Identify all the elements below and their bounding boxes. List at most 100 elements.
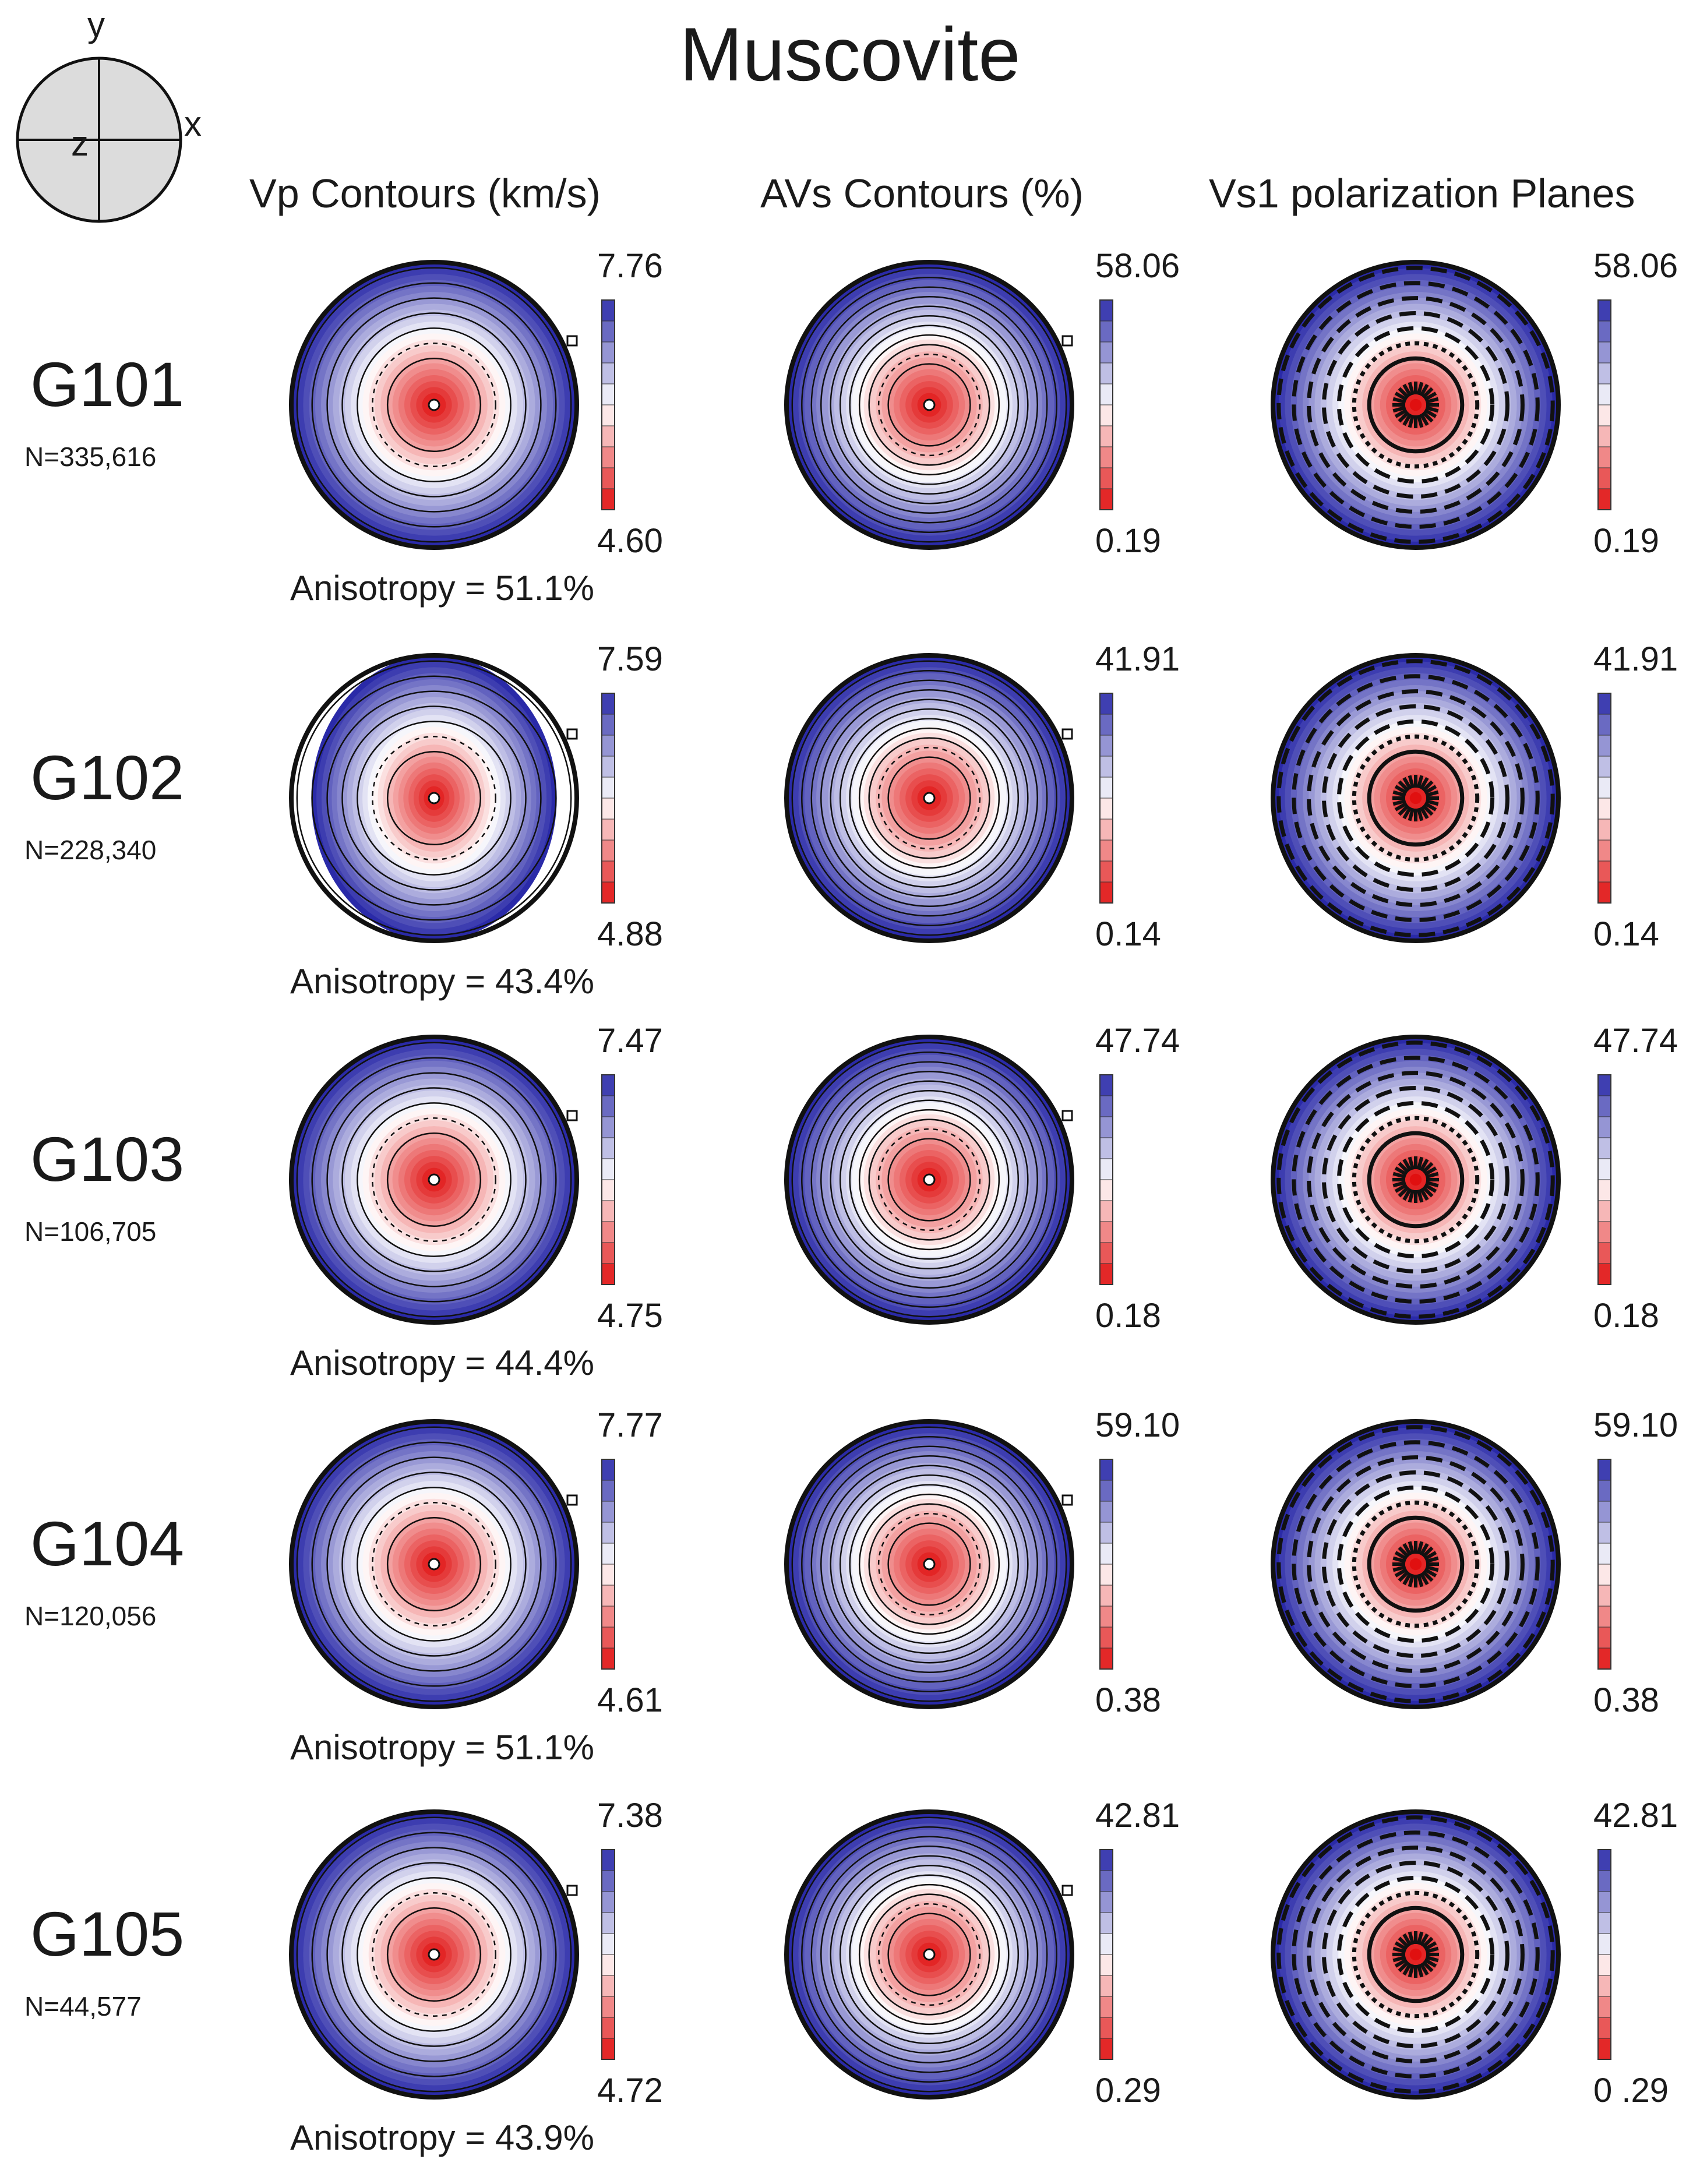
contour-line bbox=[830, 305, 1029, 504]
polarization-tick bbox=[1425, 799, 1439, 806]
vs1-scale-min: 0.38 bbox=[1593, 1681, 1659, 1719]
sample-grain-count: N=228,340 bbox=[24, 835, 157, 865]
scale-segment bbox=[1597, 1074, 1611, 1096]
scale-segment bbox=[601, 1912, 615, 1934]
scale-segment bbox=[601, 1606, 615, 1628]
avs-scale bbox=[1099, 693, 1113, 904]
vs1-scale-max: 47.74 bbox=[1593, 1022, 1678, 1060]
sample-name: G103 bbox=[30, 1124, 185, 1194]
vs1-scale bbox=[1597, 1459, 1611, 1670]
pole-figure-rim bbox=[784, 1035, 1074, 1325]
polarization-tick bbox=[1402, 777, 1412, 790]
contour-line bbox=[858, 1493, 1000, 1635]
vs1-scale bbox=[1597, 1849, 1611, 2060]
scale-segment bbox=[1099, 839, 1113, 862]
polarization-tick bbox=[1394, 802, 1408, 811]
polarization-tick bbox=[1416, 1156, 1424, 1170]
scale-segment bbox=[601, 1263, 615, 1285]
scale-segment bbox=[1597, 1200, 1611, 1222]
contour-line bbox=[877, 1903, 981, 2006]
contour-line bbox=[1307, 1846, 1525, 2063]
scale-segment bbox=[1597, 1606, 1611, 1628]
scale-segment bbox=[1597, 1975, 1611, 1997]
polarization-tick bbox=[1425, 1946, 1439, 1954]
contour-line bbox=[801, 1826, 1057, 2083]
vp-scale bbox=[601, 1459, 615, 1670]
scale-frame bbox=[601, 1459, 615, 1670]
scale-segment bbox=[1099, 1263, 1113, 1285]
vp-scale bbox=[601, 1074, 615, 1285]
scale-segment bbox=[1597, 1501, 1611, 1523]
polarization-tick bbox=[1419, 1188, 1429, 1201]
contour-line bbox=[791, 1042, 1067, 1318]
min-marker bbox=[923, 792, 936, 805]
scale-segment bbox=[1099, 1647, 1113, 1670]
scale-segment bbox=[601, 1522, 615, 1544]
polarization-tick bbox=[1419, 1963, 1429, 1976]
scale-segment bbox=[601, 1501, 615, 1523]
contour-band bbox=[1409, 1948, 1422, 1961]
scale-segment bbox=[1099, 1606, 1113, 1628]
vp-anisotropy: Anisotropy = 43.4% bbox=[290, 962, 594, 1001]
contour-band bbox=[1409, 1173, 1422, 1186]
min-marker bbox=[923, 1948, 936, 1961]
polarization-tick bbox=[1419, 1543, 1429, 1556]
contour-line bbox=[326, 1072, 542, 1287]
contour-line bbox=[372, 1502, 496, 1626]
pole-figure-rim bbox=[289, 260, 579, 550]
polarization-tick bbox=[1422, 780, 1434, 792]
contour-line bbox=[801, 670, 1057, 926]
polarization-tick bbox=[1392, 1556, 1406, 1564]
polarization-tick bbox=[1408, 1189, 1415, 1203]
scale-segment bbox=[1597, 839, 1611, 862]
vs1-scale-max: 59.10 bbox=[1593, 1406, 1678, 1444]
polarization-tick bbox=[1424, 1568, 1437, 1578]
polarization-tick bbox=[1419, 806, 1429, 820]
avs-scale-min: 0.19 bbox=[1095, 522, 1161, 560]
contour-line bbox=[868, 737, 990, 859]
column-header-vp: Vp Contours (km/s) bbox=[249, 171, 601, 216]
axis-label-x: x bbox=[184, 104, 202, 143]
scale-segment bbox=[1099, 299, 1113, 322]
max-marker bbox=[566, 728, 578, 740]
polarization-tick bbox=[1425, 1172, 1439, 1179]
contour-line bbox=[820, 1845, 1039, 2064]
contour-line bbox=[868, 344, 990, 466]
scale-segment bbox=[1099, 1870, 1113, 1892]
contour-line bbox=[386, 1907, 482, 2002]
max-marker bbox=[1061, 1885, 1073, 1896]
scale-frame bbox=[601, 299, 615, 510]
polarization-tick bbox=[1425, 405, 1439, 413]
scale-segment bbox=[1099, 1543, 1113, 1565]
polarization-tick bbox=[1394, 1958, 1408, 1968]
polarization-tick bbox=[1424, 785, 1437, 795]
scale-segment bbox=[601, 488, 615, 510]
contour-line bbox=[830, 1465, 1029, 1664]
avs-scale-max: 58.06 bbox=[1095, 247, 1180, 285]
polarization-tick bbox=[1422, 1162, 1434, 1174]
scale-segment bbox=[601, 467, 615, 489]
avs-pole-figure bbox=[784, 1809, 1074, 2100]
vp-scale-min: 4.61 bbox=[597, 1681, 663, 1719]
pole-figure-rim bbox=[1271, 260, 1561, 550]
sample-grain-count: N=120,056 bbox=[24, 1601, 157, 1631]
orientation-key-diagram bbox=[16, 57, 182, 223]
polarization-tick bbox=[1408, 1541, 1415, 1555]
scale-segment bbox=[1099, 1158, 1113, 1180]
contour-line bbox=[1276, 659, 1555, 937]
axis-label-z: z bbox=[71, 124, 89, 163]
contour-line bbox=[1322, 1086, 1509, 1273]
scale-frame bbox=[1597, 1459, 1611, 1670]
scale-frame bbox=[1099, 1459, 1113, 1670]
scale-segment bbox=[1597, 1626, 1611, 1649]
figure-title: Muscovite bbox=[679, 12, 1021, 97]
pole-figure-rim bbox=[1271, 1809, 1561, 2100]
column-header-avs: AVs Contours (%) bbox=[760, 171, 1084, 216]
max-marker bbox=[566, 1110, 578, 1121]
scale-segment bbox=[1099, 1459, 1113, 1481]
scale-segment bbox=[1099, 1522, 1113, 1544]
polarization-tick bbox=[1408, 382, 1415, 396]
vp-scale-max: 7.76 bbox=[597, 247, 663, 285]
contour-line bbox=[868, 1503, 990, 1625]
scale-segment bbox=[601, 1870, 615, 1892]
